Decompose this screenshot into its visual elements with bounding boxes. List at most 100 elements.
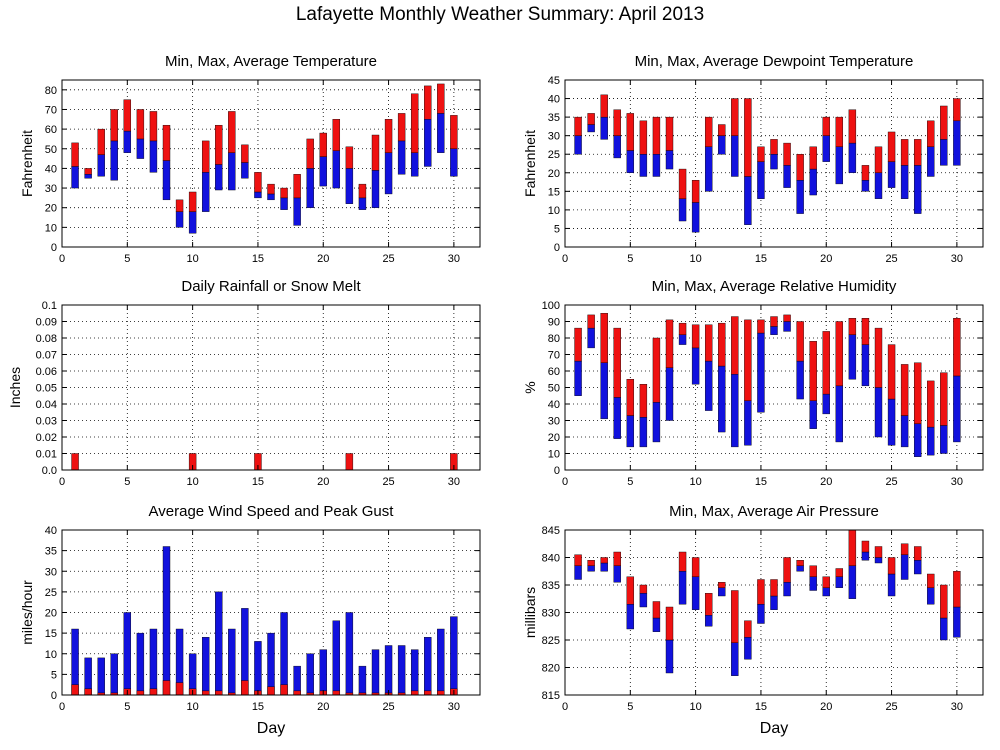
bar-low-to-avg — [913, 423, 922, 457]
bar-average-wind — [332, 690, 341, 696]
y-axis-label: millibars — [522, 587, 538, 638]
bar-low-to-avg — [731, 135, 739, 177]
bar-avg-to-high — [332, 119, 341, 151]
bar-avg-to-high — [861, 165, 870, 181]
bar-avg-to-high — [626, 379, 635, 416]
x-tick-label: 25 — [885, 476, 897, 488]
y-axis-label: % — [522, 381, 538, 393]
bar-avg-to-high — [900, 543, 909, 555]
bar-low-to-avg — [358, 197, 367, 210]
y-tick-label: 10 — [45, 222, 57, 234]
x-tick-label: 10 — [187, 476, 199, 488]
x-tick-label: 20 — [820, 476, 832, 488]
bar-avg-to-high — [215, 124, 223, 165]
bar-low-to-avg — [848, 334, 857, 380]
bar-avg-to-high — [97, 128, 105, 155]
bar-peak-gust — [345, 612, 354, 696]
bar-avg-to-high — [796, 154, 804, 181]
bar-low-to-avg — [371, 170, 380, 208]
bar-avg-to-high — [718, 322, 726, 367]
y-tick-label: 0.02 — [36, 432, 57, 444]
bar-low-to-avg — [293, 197, 301, 226]
x-tick-label: 25 — [885, 701, 897, 713]
x-tick-label: 15 — [755, 253, 767, 265]
bar-low-to-avg — [626, 415, 635, 448]
bar-avg-to-high — [835, 116, 844, 148]
bar-avg-to-high — [809, 565, 817, 577]
y-tick-label: 80 — [548, 333, 560, 345]
bar-low-to-avg — [900, 165, 909, 199]
x-axis-label: Day — [257, 720, 285, 737]
bar-avg-to-high — [691, 179, 700, 203]
y-tick-label: 10 — [548, 205, 560, 217]
bar-avg-to-high — [123, 99, 132, 132]
bar-avg-to-high — [613, 551, 621, 566]
bar-avg-to-high — [652, 601, 661, 619]
bar-low-to-avg — [267, 193, 275, 201]
bar-low-to-avg — [757, 161, 765, 199]
y-tick-label: 35 — [45, 546, 57, 558]
bar-peak-gust — [123, 612, 132, 696]
bar-low-to-avg — [783, 165, 791, 188]
bar-low-to-avg — [927, 587, 935, 605]
bar-average-wind — [293, 690, 301, 696]
bar-low-to-avg — [835, 385, 844, 443]
bar-low-to-avg — [953, 120, 961, 166]
bar-low-to-avg — [97, 154, 105, 177]
bar-low-to-avg — [280, 197, 288, 210]
y-tick-label: 70 — [45, 104, 57, 116]
bar-avg-to-high — [678, 551, 687, 572]
bar-avg-to-high — [783, 314, 791, 322]
bar-low-to-avg — [744, 637, 752, 660]
bar-low-to-avg — [718, 587, 726, 597]
bar-low-to-avg — [228, 152, 236, 191]
bar-low-to-avg — [241, 162, 249, 179]
x-tick-label: 15 — [755, 701, 767, 713]
bar-avg-to-high — [345, 146, 354, 169]
bar-low-to-avg — [731, 374, 739, 448]
bar-peak-gust — [424, 637, 432, 696]
bar-avg-to-high — [587, 113, 595, 125]
bar-low-to-avg — [626, 150, 635, 173]
y-tick-label: 5 — [51, 669, 57, 681]
bar-low-to-avg — [783, 582, 791, 597]
bar-avg-to-high — [613, 109, 621, 136]
y-tick-label: 0.09 — [36, 317, 57, 329]
x-tick-label: 25 — [382, 253, 394, 265]
y-tick-label: 10 — [45, 649, 57, 661]
bar-low-to-avg — [613, 135, 621, 159]
chart-dewpoint: Min, Max, Average Dewpoint Temperature 0 5… — [522, 53, 984, 265]
bar-avg-to-high — [744, 620, 752, 638]
y-tick-label: 50 — [548, 383, 560, 395]
bar-peak-gust — [319, 649, 327, 696]
chart-title: Daily Rainfall or Snow Melt — [181, 278, 361, 295]
bar-avg-to-high — [822, 331, 830, 395]
x-tick-label: 30 — [951, 253, 963, 265]
y-tick-label: 0 — [554, 465, 560, 477]
y-tick-label: 840 — [542, 553, 560, 565]
bar-low-to-avg — [887, 573, 896, 597]
x-tick-label: 20 — [820, 701, 832, 713]
bar-avg-to-high — [927, 120, 935, 147]
bar-avg-to-high — [319, 132, 327, 157]
bar-low-to-avg — [874, 387, 883, 438]
x-tick-label: 25 — [382, 476, 394, 488]
bar-avg-to-high — [940, 105, 948, 140]
bar-avg-to-high — [639, 384, 648, 418]
bar-low-to-avg — [332, 150, 341, 189]
bar-low-to-avg — [796, 179, 804, 214]
bar-low-to-avg — [874, 557, 883, 564]
y-tick-label: 90 — [548, 317, 560, 329]
bar-average-wind — [215, 690, 223, 696]
bar-low-to-avg — [783, 321, 791, 332]
bar-peak-gust — [110, 653, 118, 696]
chart-temperature: Min, Max, Average Temperature01020304050… — [19, 53, 481, 265]
x-tick-label: 20 — [820, 253, 832, 265]
bar-avg-to-high — [731, 590, 739, 643]
bar-peak-gust — [254, 641, 262, 696]
bar-low-to-avg — [574, 135, 582, 155]
bar-avg-to-high — [574, 554, 582, 566]
bar-low-to-avg — [861, 551, 870, 561]
y-tick-label: 45 — [548, 75, 560, 87]
y-tick-label: 40 — [45, 525, 57, 537]
